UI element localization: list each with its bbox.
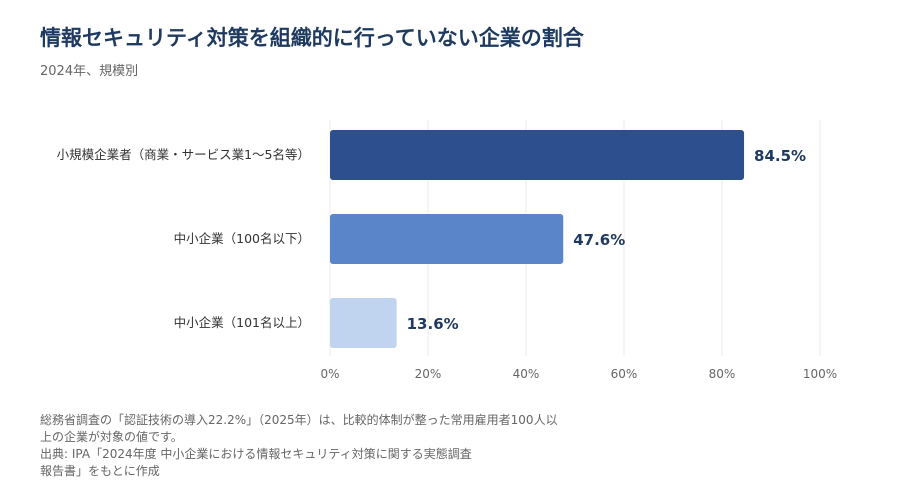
x-tick-label: 0% xyxy=(320,367,339,381)
chart-subtitle: 2024年、規模別 xyxy=(40,64,139,79)
chart-title: 情報セキュリティ対策を組織的に行っていない企業の割合 xyxy=(40,26,584,50)
value-label: 13.6% xyxy=(407,315,459,333)
bar xyxy=(330,214,564,264)
value-label: 84.5% xyxy=(754,147,806,165)
footnotes: 総務省調査の「認証技術の導入22.2%」（2025年）は、比較的体制が整った常用… xyxy=(40,412,558,480)
category-label: 中小企業（101名以上） xyxy=(174,315,310,330)
value-label: 47.6% xyxy=(573,231,625,249)
category-label: 中小企業（100名以下） xyxy=(174,231,310,246)
footnote-line: 出典: IPA「2024年度 中小企業における情報セキュリティ対策に関する実態調… xyxy=(40,447,472,461)
x-tick-label: 100% xyxy=(803,367,837,381)
footnote-line: 上の企業が対象の値です。 xyxy=(40,430,183,444)
bar xyxy=(330,298,397,348)
footnote-line: 総務省調査の「認証技術の導入22.2%」（2025年）は、比較的体制が整った常用… xyxy=(40,413,558,427)
x-tick-label: 60% xyxy=(611,367,638,381)
footnote-line: 報告書」をもとに作成 xyxy=(40,464,160,478)
x-tick-label: 40% xyxy=(513,367,540,381)
x-tick-label: 80% xyxy=(709,367,736,381)
category-label: 小規模企業者（商業・サービス業1〜5名等） xyxy=(57,147,310,162)
x-tick-label: 20% xyxy=(415,367,442,381)
bar xyxy=(330,130,745,180)
